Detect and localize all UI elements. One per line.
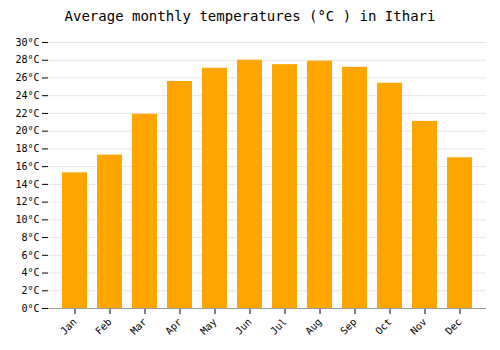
svg-text:Sep: Sep: [338, 316, 359, 337]
svg-text:30°C: 30°C: [15, 37, 39, 48]
svg-text:14°C: 14°C: [15, 179, 39, 190]
svg-text:18°C: 18°C: [15, 143, 39, 154]
html-text:Average monthly temperatures (: Average monthly temperatures (°C ) in It…: [64, 8, 436, 24]
svg-text:4°C: 4°C: [21, 267, 39, 278]
svg-text:May: May: [198, 316, 219, 337]
svg-text:Apr: Apr: [163, 316, 184, 337]
svg-text:28°C: 28°C: [15, 54, 39, 65]
svg-text:10°C: 10°C: [15, 214, 39, 225]
svg-text:Jan: Jan: [58, 316, 79, 337]
svg-text:2°C: 2°C: [21, 285, 39, 296]
svg-text:Jun: Jun: [233, 316, 254, 337]
svg-text:12°C: 12°C: [15, 196, 39, 207]
svg-text:Mar: Mar: [128, 316, 149, 337]
svg-text:Oct: Oct: [373, 316, 394, 337]
svg-text:20°C: 20°C: [15, 125, 39, 136]
svg-text:Feb: Feb: [93, 316, 114, 337]
svg-text:Dec: Dec: [443, 316, 464, 337]
svg-text:0°C: 0°C: [21, 303, 39, 314]
svg-text:24°C: 24°C: [15, 90, 39, 101]
svg-text:Jul: Jul: [268, 316, 289, 337]
svg-text:8°C: 8°C: [21, 232, 39, 243]
svg-text:22°C: 22°C: [15, 108, 39, 119]
svg-text:Nov: Nov: [408, 316, 429, 337]
svg-text:6°C: 6°C: [21, 250, 39, 261]
svg-text:Aug: Aug: [303, 316, 324, 337]
svg-text:26°C: 26°C: [15, 72, 39, 83]
svg-text:16°C: 16°C: [15, 161, 39, 172]
